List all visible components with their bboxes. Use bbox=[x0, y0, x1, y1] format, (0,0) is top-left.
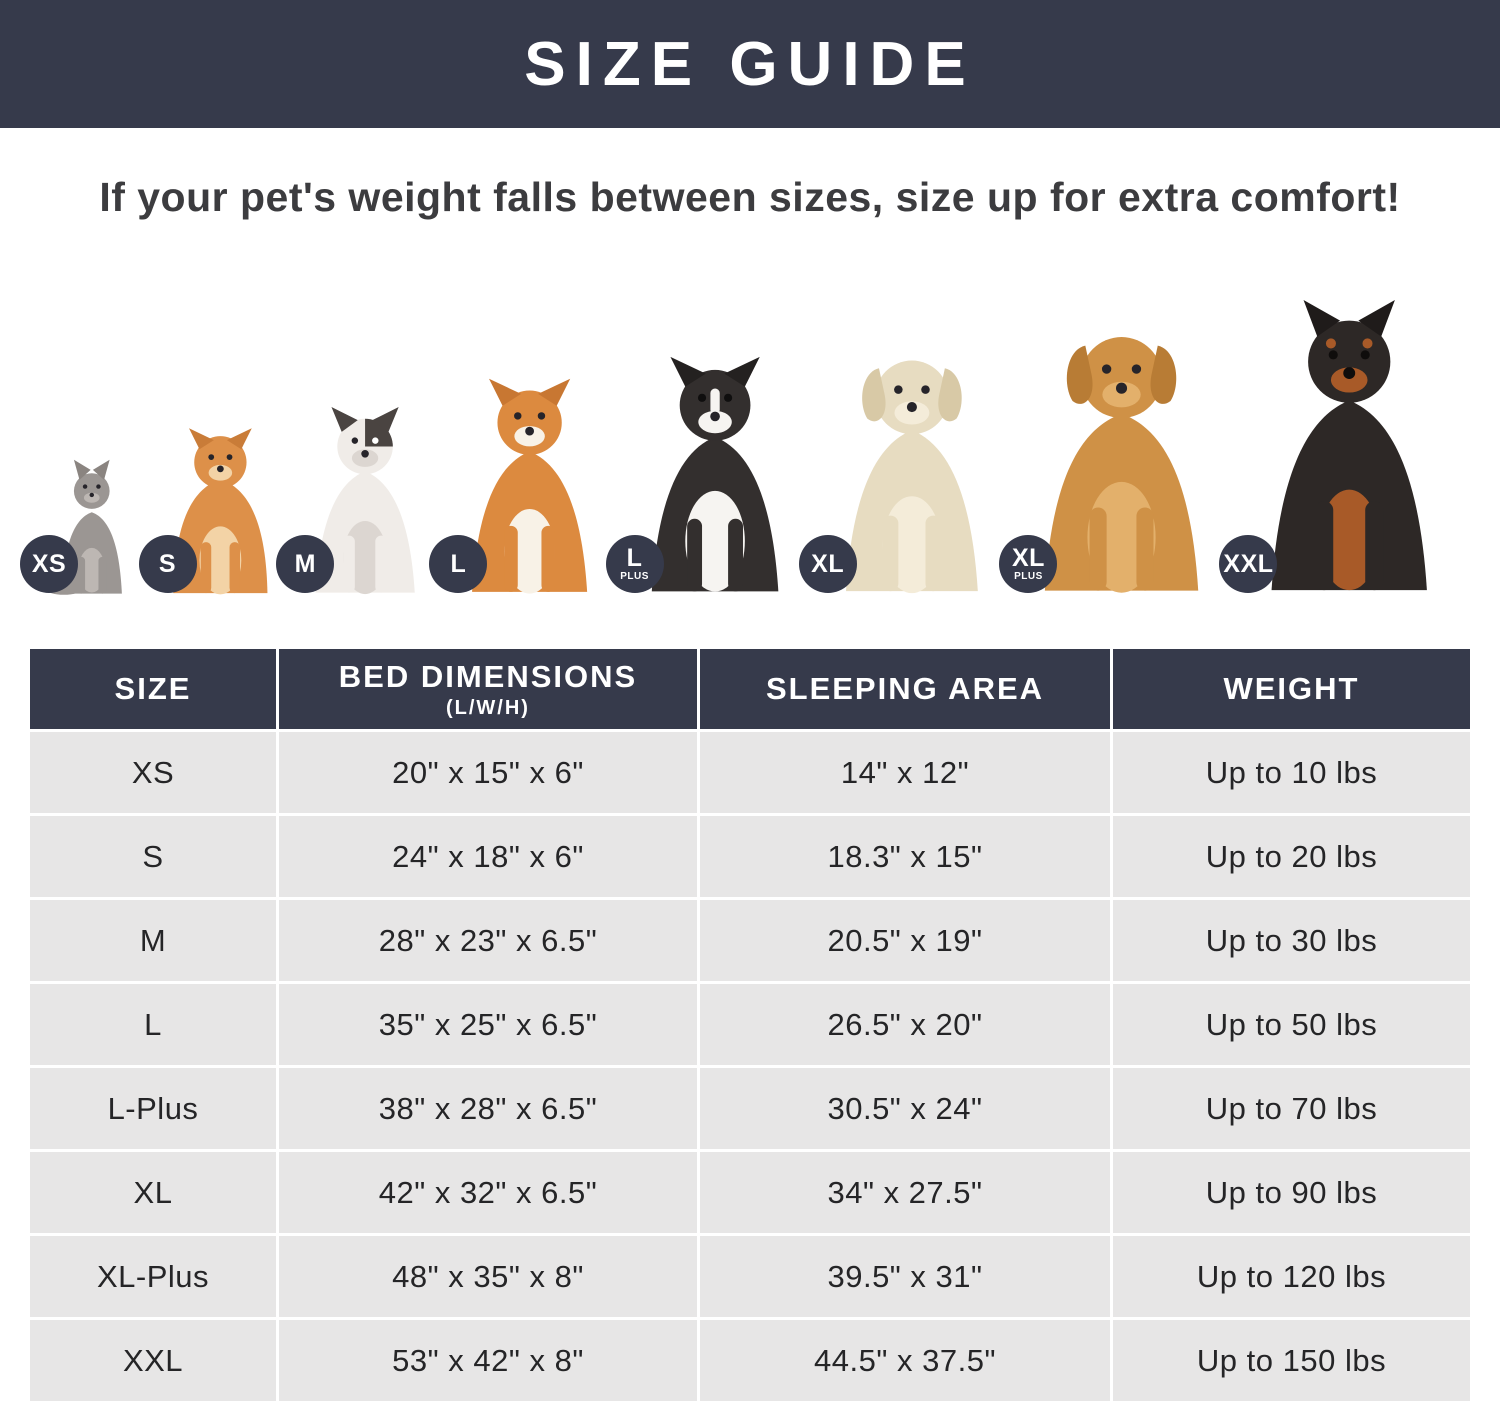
table-cell-bed-dimensions: 24" x 18" x 6" bbox=[279, 816, 697, 897]
column-header-size: SIZE bbox=[30, 649, 276, 729]
size-badge-label: XL bbox=[1011, 544, 1045, 572]
table-cell-weight: Up to 20 lbs bbox=[1113, 816, 1470, 897]
column-header-bed-dimensions-sub: (L/W/H) bbox=[446, 696, 530, 719]
table-cell-sleeping-area: 14" x 12" bbox=[700, 732, 1110, 813]
table-cell-size: M bbox=[30, 900, 276, 981]
table-cell-bed-dimensions: 48" x 35" x 8" bbox=[279, 1236, 697, 1317]
size-badge-sublabel: PLUS bbox=[620, 571, 649, 582]
size-badge-l-plus: L PLUS bbox=[605, 535, 664, 593]
size-badge-xxl: XXL bbox=[1219, 535, 1278, 593]
table-cell-size: XL bbox=[30, 1152, 276, 1233]
size-badge-label: XXL bbox=[1223, 549, 1274, 578]
pet-figure-shiba-l: L bbox=[429, 377, 614, 597]
doberman-illustration bbox=[1272, 300, 1428, 591]
table-cell-weight: Up to 120 lbs bbox=[1113, 1236, 1470, 1317]
table-cell-sleeping-area: 30.5" x 24" bbox=[700, 1068, 1110, 1149]
page-title: SIZE GUIDE bbox=[524, 29, 976, 99]
pet-figure-border-collie-l-plus: L PLUS bbox=[605, 355, 808, 597]
table-cell-bed-dimensions: 35" x 25" x 6.5" bbox=[279, 984, 697, 1065]
table-cell-sleeping-area: 26.5" x 20" bbox=[700, 984, 1110, 1065]
pet-size-lineup: XS S bbox=[0, 261, 1500, 597]
size-badge-sublabel: PLUS bbox=[1014, 571, 1043, 582]
table-cell-weight: Up to 70 lbs bbox=[1113, 1068, 1470, 1149]
table-cell-bed-dimensions: 20" x 15" x 6" bbox=[279, 732, 697, 813]
header-bar: SIZE GUIDE bbox=[0, 0, 1500, 128]
size-badge-label: L bbox=[450, 549, 467, 578]
table-cell-sleeping-area: 18.3" x 15" bbox=[700, 816, 1110, 897]
table-cell-bed-dimensions: 38" x 28" x 6.5" bbox=[279, 1068, 697, 1149]
table-cell-bed-dimensions: 28" x 23" x 6.5" bbox=[279, 900, 697, 981]
table-cell-bed-dimensions: 42" x 32" x 6.5" bbox=[279, 1152, 697, 1233]
table-cell-weight: Up to 150 lbs bbox=[1113, 1320, 1470, 1401]
column-header-weight: WEIGHT bbox=[1113, 649, 1470, 729]
pet-figure-labrador-xl: XL bbox=[798, 345, 1009, 597]
size-badge-label: S bbox=[158, 549, 177, 578]
labrador-illustration bbox=[845, 360, 978, 594]
pet-figure-cat-xs: XS bbox=[20, 452, 148, 597]
size-badge-xl: XL bbox=[798, 535, 857, 593]
size-badge-l: L bbox=[429, 535, 488, 593]
size-table: SIZE BED DIMENSIONS (L/W/H) SLEEPING ARE… bbox=[30, 649, 1470, 1401]
french-bulldog-illustration bbox=[315, 407, 415, 595]
cat-illustration bbox=[46, 459, 122, 595]
table-cell-weight: Up to 50 lbs bbox=[1113, 984, 1470, 1065]
pet-figure-french-bulldog-m: M bbox=[276, 407, 438, 597]
pet-figure-golden-retriever-xl-plus: XL PLUS bbox=[999, 320, 1228, 597]
table-cell-bed-dimensions: 53" x 42" x 8" bbox=[279, 1320, 697, 1401]
table-cell-weight: Up to 30 lbs bbox=[1113, 900, 1470, 981]
size-badge-label: L bbox=[626, 544, 643, 572]
size-badge-s: S bbox=[138, 535, 197, 593]
column-header-bed-dimensions: BED DIMENSIONS (L/W/H) bbox=[279, 649, 697, 729]
table-cell-weight: Up to 10 lbs bbox=[1113, 732, 1470, 813]
pet-figure-doberman-xxl: XXL bbox=[1219, 300, 1463, 597]
table-cell-size: L bbox=[30, 984, 276, 1065]
table-cell-size: XL-Plus bbox=[30, 1236, 276, 1317]
size-badge-label: XL bbox=[811, 549, 845, 578]
column-header-bed-dimensions-label: BED DIMENSIONS bbox=[338, 658, 638, 694]
shiba-illustration bbox=[472, 378, 588, 594]
table-cell-size: S bbox=[30, 816, 276, 897]
table-cell-size: L-Plus bbox=[30, 1068, 276, 1149]
size-badge-label: M bbox=[294, 549, 316, 578]
subtitle-text: If your pet's weight falls between sizes… bbox=[99, 174, 1401, 220]
border-collie-illustration bbox=[651, 356, 778, 592]
column-header-sleeping-area: SLEEPING AREA bbox=[700, 649, 1110, 729]
size-badge-label: XS bbox=[31, 549, 67, 578]
table-cell-sleeping-area: 20.5" x 19" bbox=[700, 900, 1110, 981]
table-cell-sleeping-area: 39.5" x 31" bbox=[700, 1236, 1110, 1317]
table-cell-size: XXL bbox=[30, 1320, 276, 1401]
table-cell-sleeping-area: 44.5" x 37.5" bbox=[700, 1320, 1110, 1401]
table-cell-size: XS bbox=[30, 732, 276, 813]
size-badge-xl-plus: XL PLUS bbox=[999, 535, 1058, 593]
size-badge-xs: XS bbox=[20, 535, 78, 593]
pomeranian-illustration bbox=[172, 428, 267, 595]
table-cell-sleeping-area: 34" x 27.5" bbox=[700, 1152, 1110, 1233]
size-badge-m: M bbox=[276, 535, 335, 593]
table-cell-weight: Up to 90 lbs bbox=[1113, 1152, 1470, 1233]
golden-retriever-illustration bbox=[1045, 337, 1199, 593]
pet-figure-pomeranian-s: S bbox=[138, 427, 286, 597]
